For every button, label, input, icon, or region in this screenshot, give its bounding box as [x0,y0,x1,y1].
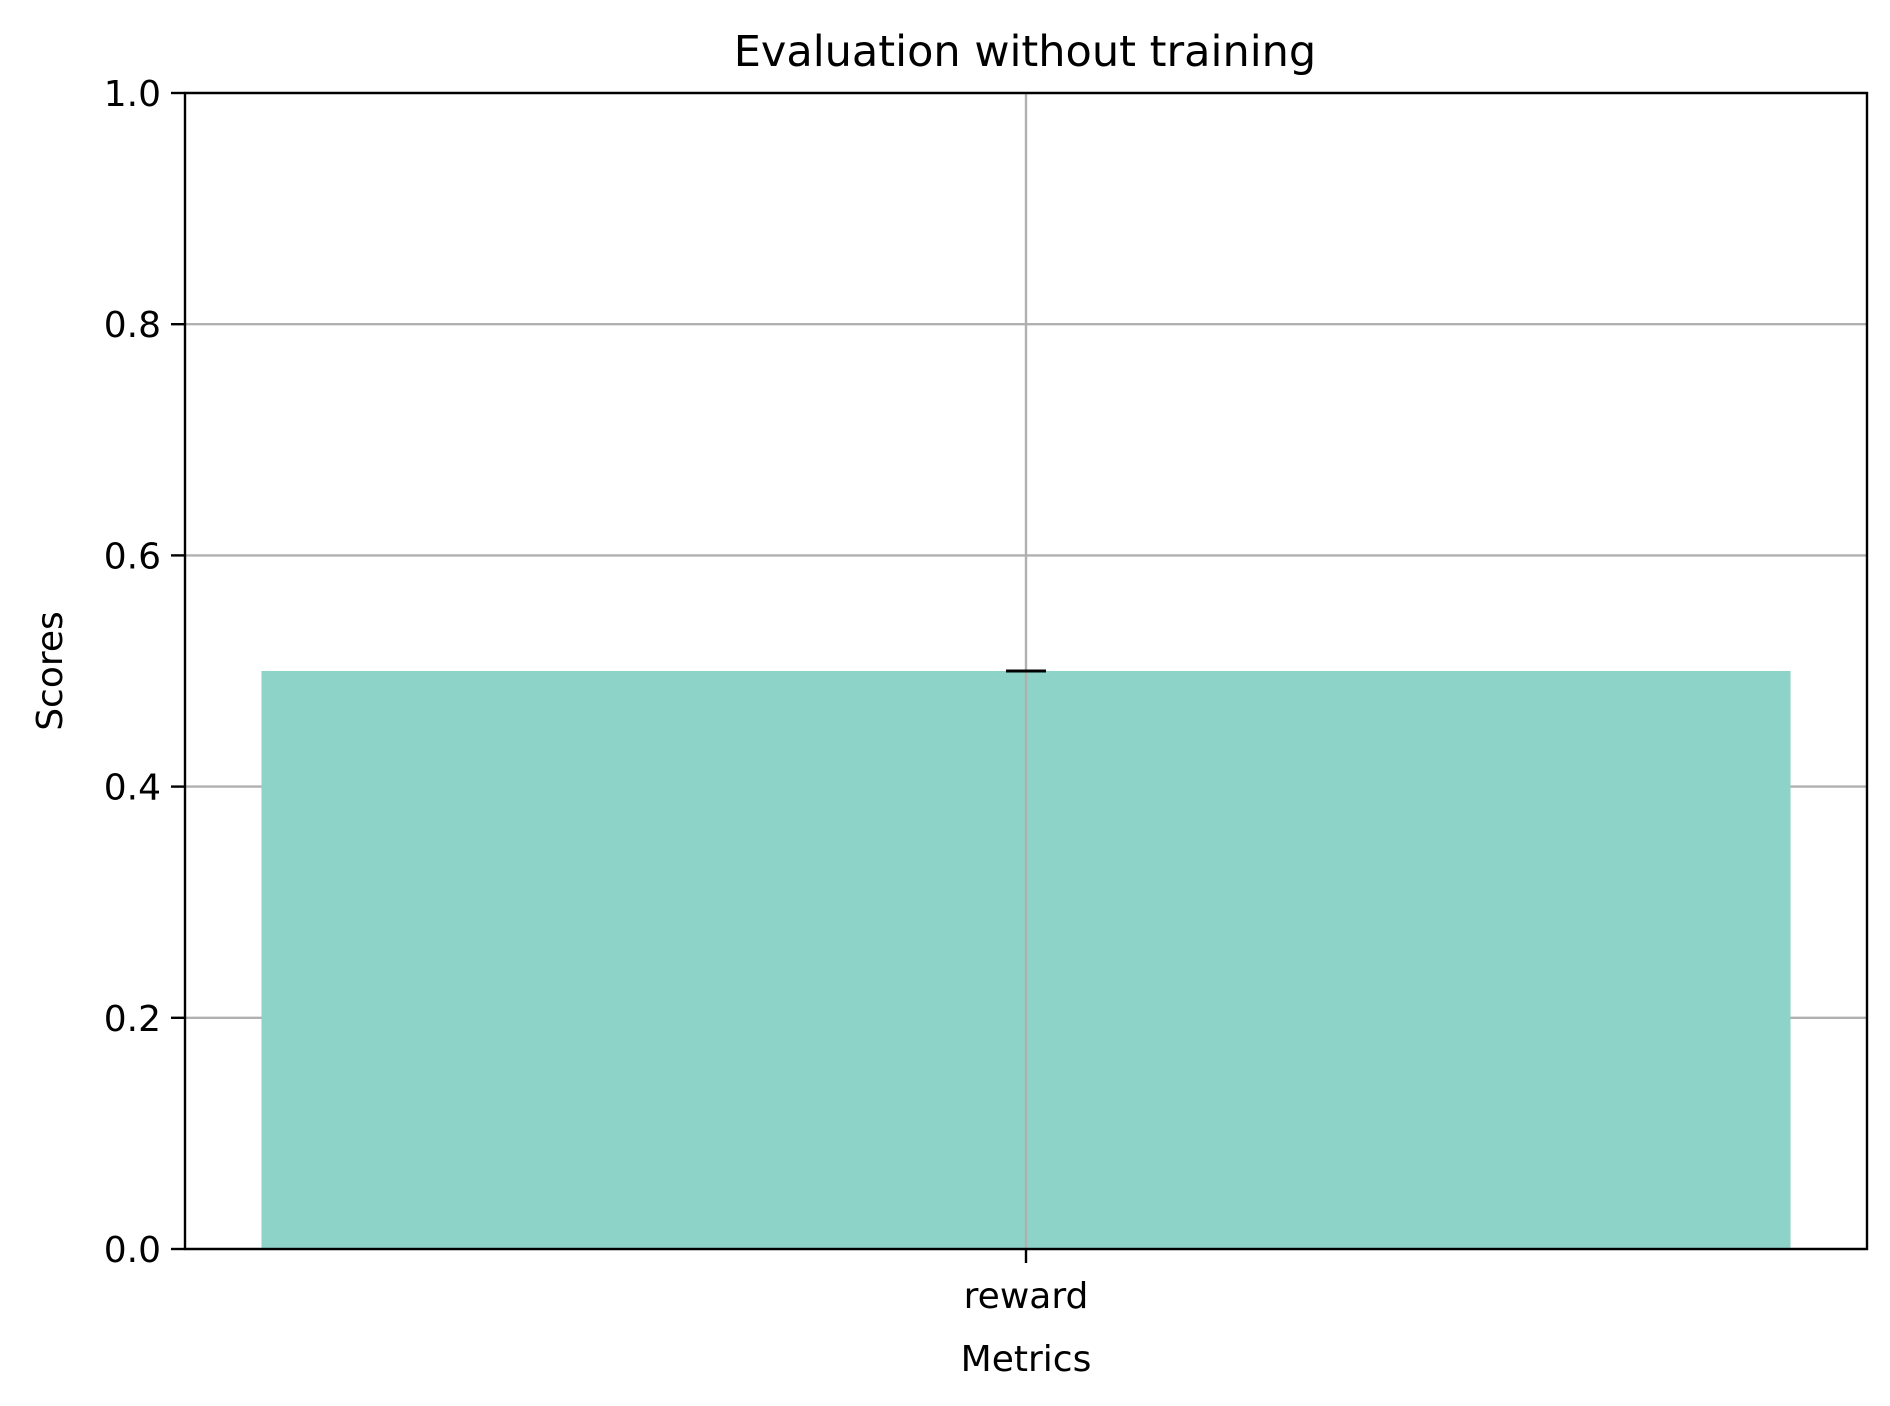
x-tick-label: reward [964,1276,1089,1317]
y-tick-label: 1.0 [104,74,161,115]
y-tick-label: 0.4 [104,768,161,809]
y-tick-label: 0.2 [104,999,161,1040]
x-axis-ticks: reward [964,1249,1089,1317]
y-tick-label: 0.6 [104,536,161,577]
chart-title: Evaluation without training [734,27,1316,77]
y-tick-label: 0.0 [104,1230,161,1271]
x-axis-label: Metrics [961,1339,1092,1380]
y-axis-label: Scores [30,611,71,731]
y-axis-ticks: 0.0 0.2 0.4 0.6 0.8 1.0 [104,74,185,1271]
y-tick-label: 0.8 [104,305,161,346]
